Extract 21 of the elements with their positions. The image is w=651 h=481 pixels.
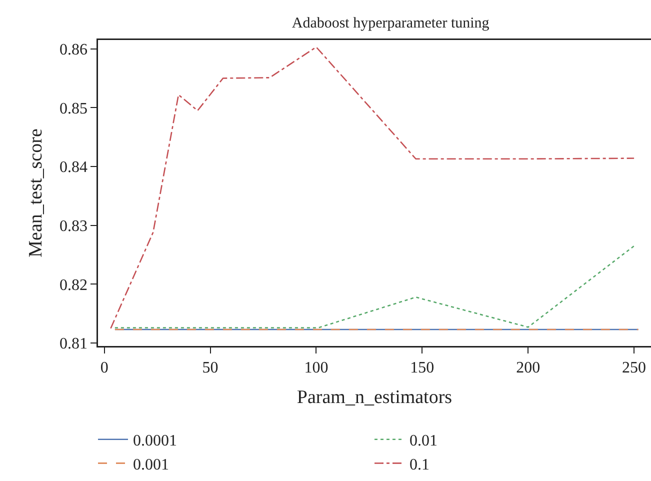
line-series <box>114 245 635 328</box>
x-tick-label: 50 <box>202 360 218 376</box>
y-tick-label: 0.81 <box>60 336 88 353</box>
x-tick-label: 150 <box>410 360 434 376</box>
chart-title: Adaboost hyperparameter tuning <box>292 15 490 32</box>
y-tick-label: 0.83 <box>60 218 88 235</box>
y-tick-label: 0.86 <box>60 41 88 58</box>
legend-label: 0.01 <box>410 432 438 450</box>
y-axis-title: Mean_test_score <box>26 128 46 258</box>
x-tick-label: 250 <box>622 360 646 376</box>
legend-label: 0.0001 <box>133 432 177 450</box>
y-tick-label: 0.85 <box>60 100 88 118</box>
x-tick-label: 0 <box>100 360 108 376</box>
y-tick-label: 0.82 <box>60 276 88 294</box>
line-series <box>110 46 635 329</box>
x-axis-title: Param_n_estimators <box>296 387 452 408</box>
x-tick-label: 100 <box>304 360 328 376</box>
legend-label: 0.1 <box>410 456 430 474</box>
y-tick-label: 0.84 <box>60 159 88 176</box>
x-tick-label: 200 <box>516 360 540 376</box>
legend-label: 0.001 <box>133 456 169 474</box>
